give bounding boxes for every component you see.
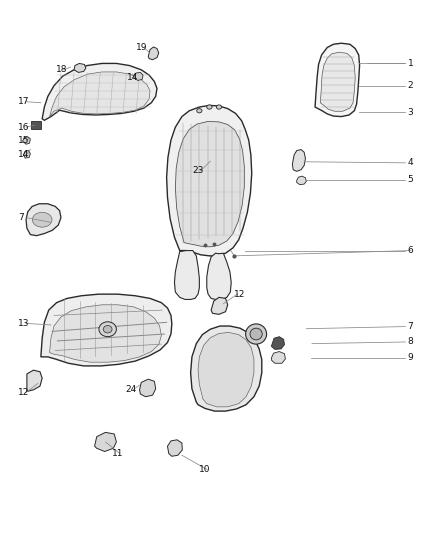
Text: 6: 6: [407, 246, 413, 255]
Text: 3: 3: [407, 108, 413, 117]
Polygon shape: [27, 370, 42, 391]
Text: 14: 14: [18, 150, 29, 159]
Text: 7: 7: [407, 322, 413, 331]
Text: 16: 16: [18, 123, 30, 132]
Polygon shape: [42, 63, 157, 120]
Polygon shape: [134, 72, 143, 80]
Polygon shape: [49, 72, 150, 117]
Text: 17: 17: [18, 97, 30, 106]
Polygon shape: [167, 440, 182, 456]
Polygon shape: [198, 333, 254, 407]
Polygon shape: [148, 47, 159, 60]
Text: 23: 23: [193, 166, 204, 175]
Ellipse shape: [207, 105, 212, 109]
Ellipse shape: [32, 212, 52, 227]
Polygon shape: [320, 52, 355, 111]
Polygon shape: [272, 352, 286, 364]
Text: 15: 15: [18, 136, 30, 145]
Polygon shape: [175, 122, 244, 247]
Text: 19: 19: [136, 43, 148, 52]
Polygon shape: [49, 305, 161, 362]
Polygon shape: [41, 294, 172, 366]
Polygon shape: [174, 251, 199, 300]
Polygon shape: [95, 432, 117, 451]
Polygon shape: [140, 379, 155, 397]
Text: 14: 14: [127, 73, 139, 82]
Polygon shape: [297, 176, 306, 184]
Text: 9: 9: [407, 353, 413, 362]
Polygon shape: [292, 150, 305, 171]
Bar: [31, 122, 41, 130]
Polygon shape: [166, 106, 252, 256]
Text: 12: 12: [234, 289, 245, 298]
Text: 7: 7: [18, 213, 24, 222]
Polygon shape: [74, 63, 86, 72]
Polygon shape: [272, 337, 285, 350]
Text: 13: 13: [18, 319, 30, 328]
Text: 24: 24: [125, 385, 136, 394]
Ellipse shape: [246, 324, 267, 344]
Text: 1: 1: [407, 59, 413, 68]
Text: 11: 11: [112, 449, 124, 458]
Polygon shape: [207, 253, 231, 300]
Polygon shape: [26, 204, 61, 236]
Polygon shape: [23, 151, 30, 158]
Polygon shape: [315, 43, 360, 117]
Text: 2: 2: [408, 81, 413, 90]
Polygon shape: [191, 326, 262, 411]
Ellipse shape: [250, 328, 262, 340]
Text: 5: 5: [407, 175, 413, 184]
Ellipse shape: [216, 105, 222, 109]
Text: 18: 18: [56, 66, 67, 74]
Polygon shape: [22, 137, 30, 144]
Ellipse shape: [103, 326, 112, 333]
Ellipse shape: [99, 322, 117, 337]
Text: 4: 4: [408, 158, 413, 167]
Text: 12: 12: [18, 388, 29, 397]
Text: 8: 8: [407, 337, 413, 346]
Polygon shape: [211, 297, 228, 314]
Text: 10: 10: [199, 465, 211, 474]
Ellipse shape: [197, 109, 202, 113]
